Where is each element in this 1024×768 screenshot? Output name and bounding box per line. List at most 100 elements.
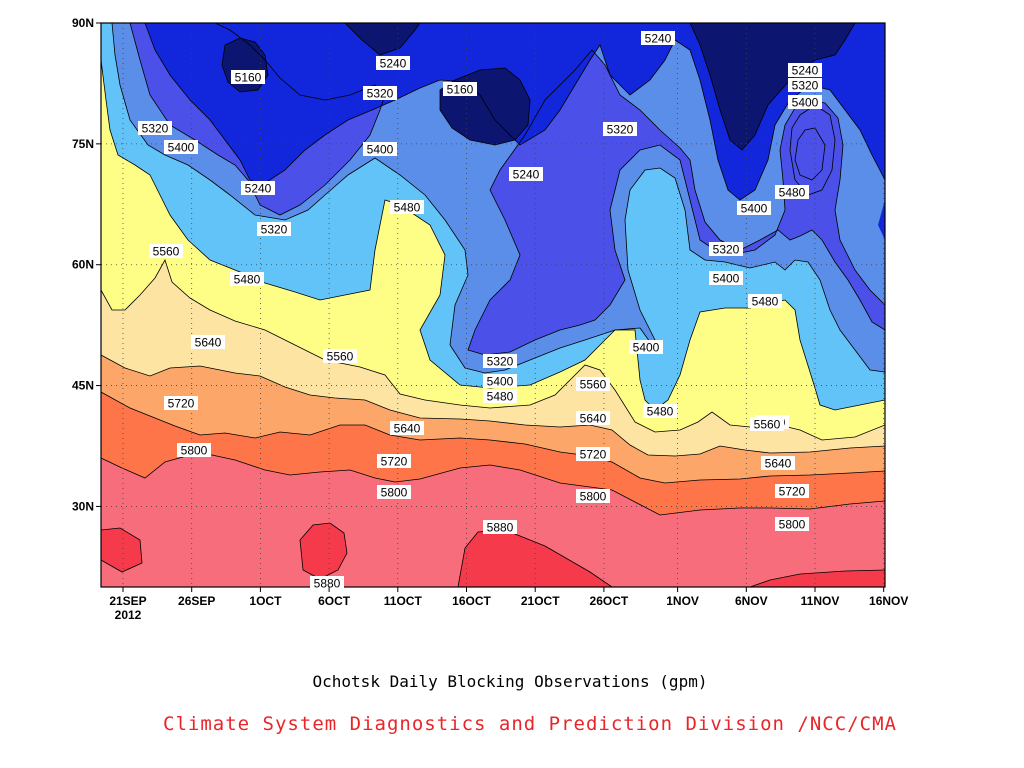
contour-label-bg	[164, 140, 198, 154]
y-axis-ticks: 30N 45N 60N 75N 90N	[72, 16, 101, 513]
contour-label: 5400	[483, 374, 517, 389]
band-5160-5240-right	[878, 180, 885, 240]
contour-label: 5240	[788, 63, 822, 78]
contour-label-bg	[363, 86, 397, 100]
contour-label-text: 5400	[741, 202, 768, 216]
contour-label-text: 5240	[792, 64, 819, 78]
contour-label-bg	[641, 31, 675, 45]
contour-fills	[101, 23, 885, 587]
contour-label: 5400	[709, 271, 743, 286]
contour-label-bg	[390, 421, 424, 435]
contour-label: 5800	[377, 485, 411, 500]
contour-label-text: 5640	[765, 457, 792, 471]
contour-label-text: 5400	[367, 143, 394, 157]
contour-label-text: 5320	[487, 355, 514, 369]
contour-label-bg	[576, 411, 610, 425]
contour-label-text: 5240	[645, 32, 672, 46]
contour-label-text: 5480	[779, 186, 806, 200]
credit-line: Climate System Diagnostics and Predictio…	[163, 713, 897, 735]
contour-label-text: 5400	[713, 272, 740, 286]
contour-label-text: 5720	[381, 455, 408, 469]
contour-label-text: 5560	[754, 418, 781, 432]
contour-label-bg	[363, 142, 397, 156]
contour-label: 5400	[788, 95, 822, 110]
contour-label-bg	[788, 95, 822, 109]
contour-labels: 5160516052405240524052405240532053205320…	[138, 31, 822, 591]
contour-label-bg	[576, 377, 610, 391]
contour-label-bg	[483, 374, 517, 388]
contour-label: 5800	[576, 489, 610, 504]
x-year-label: 2012	[115, 608, 142, 622]
contour-label: 5320	[138, 121, 172, 136]
contour-label-bg	[788, 63, 822, 77]
x-tick-label: 11NOV	[801, 594, 840, 608]
contour-label-text: 5480	[234, 273, 261, 287]
contour-label-bg	[788, 78, 822, 92]
contour-label: 5560	[323, 349, 357, 364]
contour-label-bg	[737, 201, 771, 215]
contour-label: 5720	[164, 396, 198, 411]
contour-label-text: 5800	[381, 486, 408, 500]
contour-label-bg	[775, 185, 809, 199]
contour-label-bg	[483, 520, 517, 534]
contour-label-bg	[761, 456, 795, 470]
contour-label: 5720	[377, 454, 411, 469]
contour-label-bg	[377, 454, 411, 468]
contour-label-text: 5720	[580, 448, 607, 462]
contour-label-text: 5320	[792, 79, 819, 93]
contour-label-bg	[483, 354, 517, 368]
x-tick-label: 1NOV	[666, 594, 699, 608]
y-tick-label: 30N	[72, 499, 94, 513]
contour-label-text: 5320	[607, 123, 634, 137]
contour-label: 5800	[775, 517, 809, 532]
contour-label-bg	[390, 200, 424, 214]
contour-label: 5400	[737, 201, 771, 216]
contour-label-bg	[230, 272, 264, 286]
contour-label: 5800	[177, 443, 211, 458]
contour-label: 5480	[230, 272, 264, 287]
contour-label: 5240	[641, 31, 675, 46]
contour-label-bg	[576, 447, 610, 461]
contour-label-bg	[323, 349, 357, 363]
x-tick-label: 6NOV	[735, 594, 768, 608]
contour-label: 5240	[509, 167, 543, 182]
contour-label: 5720	[775, 484, 809, 499]
x-tick-label: 21SEP	[109, 594, 146, 608]
contour-label-bg	[748, 294, 782, 308]
contour-label: 5160	[231, 70, 265, 85]
contour-label-bg	[576, 489, 610, 503]
x-tick-label: 11OCT	[384, 594, 423, 608]
contour-label: 5240	[241, 181, 275, 196]
contour-label-bg	[377, 485, 411, 499]
contour-label: 5320	[257, 222, 291, 237]
contour-label: 5320	[483, 354, 517, 369]
contour-label: 5400	[363, 142, 397, 157]
y-tick-label: 90N	[72, 16, 94, 30]
contour-label-bg	[443, 82, 477, 96]
contour-label-bg	[775, 517, 809, 531]
contour-label: 5480	[775, 185, 809, 200]
contour-label: 5320	[788, 78, 822, 93]
contour-label-text: 5880	[487, 521, 514, 535]
chart-title: Ochotsk Daily Blocking Observations (gpm…	[312, 672, 708, 691]
contour-label-bg	[191, 335, 225, 349]
contour-label-text: 5640	[195, 336, 222, 350]
contour-label-text: 5320	[142, 122, 169, 136]
contour-label-bg	[376, 56, 410, 70]
contour-label-bg	[138, 121, 172, 135]
contour-label: 5880	[310, 576, 344, 591]
band-lt5160-c	[345, 23, 420, 55]
contour-label-bg	[164, 396, 198, 410]
contour-label-bg	[709, 271, 743, 285]
contour-label: 5640	[761, 456, 795, 471]
contour-label-text: 5640	[394, 422, 421, 436]
contour-label-text: 5400	[487, 375, 514, 389]
contour-label: 5240	[376, 56, 410, 71]
contour-label-text: 5800	[580, 490, 607, 504]
contour-label-text: 5480	[487, 390, 514, 404]
contour-label: 5400	[164, 140, 198, 155]
contour-label: 5400	[629, 340, 663, 355]
y-tick-label: 60N	[72, 258, 94, 272]
contour-label-bg	[241, 181, 275, 195]
